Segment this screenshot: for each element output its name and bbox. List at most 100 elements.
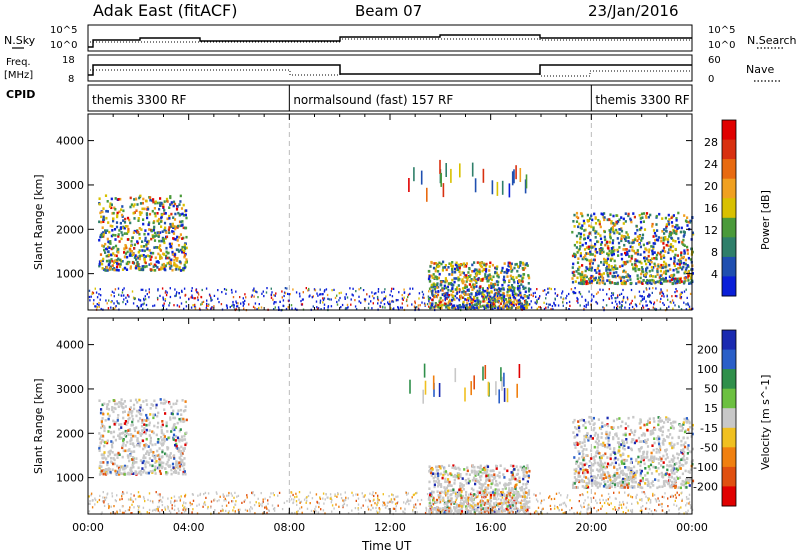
scatter-cell [141,249,144,252]
scatter-region [98,194,188,272]
scatter-cell [641,476,644,480]
scatter-cell [250,295,253,298]
scatter-cell [151,469,155,473]
scatter-cell [232,303,234,306]
scatter-cell [609,259,612,262]
scatter-cell [132,231,135,234]
scatter-cell [316,306,318,309]
scatter-cell [479,470,482,474]
scatter-cell [642,458,645,462]
scatter-cell [116,211,119,215]
scatter-cell [183,245,186,249]
scatter-cell [437,270,440,273]
scatter-cell [152,198,155,201]
scatter-cell [112,252,115,255]
scatter-cell [344,296,346,299]
scatter-cell [169,245,172,249]
scatter-cell [158,463,161,467]
scatter-cell [652,287,654,290]
scatter-cell [138,237,141,240]
scatter-cell [459,475,462,479]
scatter-cell [102,233,105,236]
scatter-cell [172,204,175,208]
scatter-cell [595,292,598,295]
scatter-cell [147,461,150,464]
scatter-cell [123,255,126,259]
scatter-cell [598,278,601,282]
scatter-cell [429,506,432,509]
scatter-cell [439,466,442,470]
scatter-cell [145,289,147,292]
scatter-cell [649,279,652,282]
scatter-cell [317,294,319,297]
scatter-cell [522,304,525,308]
scatter-cell [447,294,451,297]
scatter-cell [140,254,143,257]
scatter-cell [593,445,596,449]
scatter-cell [458,304,461,307]
scatter-cell [283,294,285,298]
scatter-cell [157,421,160,425]
scatter-cell [643,462,646,466]
scatter-cell [123,473,126,476]
scatter-cell [687,269,690,273]
scatter-cell [183,287,186,290]
scatter-cell [642,306,645,309]
freq-unit-label: [MHz] [4,70,33,81]
scatter-cell [584,254,587,257]
scatter-cell [668,479,672,482]
scatter-cell [670,278,673,282]
scatter-cell [672,214,675,217]
scatter-cell [577,473,580,477]
scatter-cell [384,288,386,291]
scatter-cell [125,262,128,266]
scatter-cell [587,252,590,255]
scatter-cell [507,508,510,512]
scatter-cell [331,289,333,292]
scatter-cell [665,243,668,247]
scatter-cell [102,207,105,210]
scatter-cell [577,298,579,301]
scatter-cell [463,275,466,279]
scatter-cell [633,215,636,219]
scatter-cell [577,257,580,260]
scatter-cell [576,299,578,303]
scatter-cell [461,290,464,294]
scatter-cell [683,276,686,280]
scatter-cell [484,465,487,469]
scatter-cell [169,301,171,305]
scatter-cell [653,426,656,430]
scatter-cell [683,244,686,247]
scatter-cell [585,448,588,451]
scatter-cell [527,493,530,496]
scatter-cell [591,218,594,222]
scatter-cell [655,256,658,260]
scatter-cell [608,240,612,244]
scatter-cell [501,503,504,506]
scatter-cell [103,426,106,430]
scatter-cell [684,258,687,262]
scatter-cell [390,307,392,310]
scatter-cell [662,440,665,443]
scatter-cell [347,306,349,309]
scatter-cell [659,281,662,285]
scatter-cell [602,306,604,309]
scatter-cell [500,493,504,497]
scatter-cell [572,290,574,293]
scatter-cell [119,197,122,201]
scatter-cell [185,246,188,250]
scatter-cell [460,510,464,513]
scatter-cell [583,475,586,478]
scatter-streak [440,172,442,187]
scatter-cell [597,435,600,439]
scatter-cell [114,244,118,248]
scatter-cell [581,279,584,283]
scatter-cell [141,207,144,211]
scatter-cell [669,248,672,252]
scatter-cell [323,290,326,293]
scatter-cell [477,306,480,309]
scatter-cell [613,259,616,263]
scatter-cell [473,269,476,273]
scatter-cell [590,449,593,452]
